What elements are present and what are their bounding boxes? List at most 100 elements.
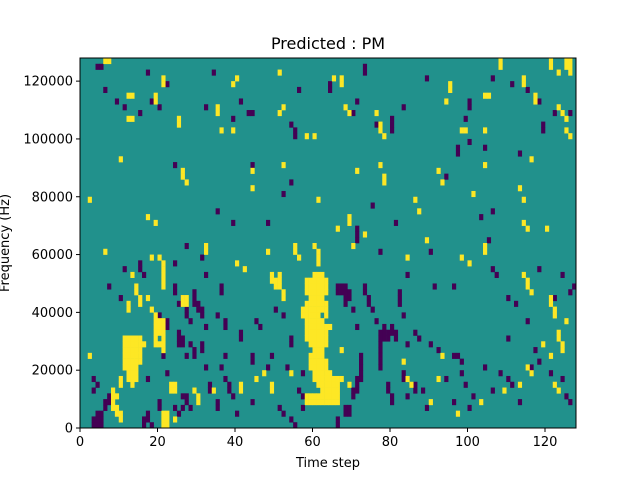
low-value-cell: [165, 318, 170, 325]
high-value-cell: [153, 219, 158, 226]
low-value-cell: [285, 364, 290, 371]
high-value-cell: [111, 387, 116, 394]
high-value-cell: [331, 393, 337, 400]
high-value-cell: [483, 243, 488, 250]
high-value-cell: [153, 341, 158, 348]
high-value-cell: [308, 399, 313, 406]
low-value-cell: [99, 410, 104, 417]
high-value-cell: [324, 312, 329, 319]
high-value-cell: [324, 358, 329, 365]
high-value-cell: [118, 156, 123, 163]
low-value-cell: [266, 219, 271, 226]
high-value-cell: [277, 69, 282, 76]
high-value-cell: [316, 364, 321, 371]
high-value-cell: [122, 347, 127, 354]
high-value-cell: [262, 370, 267, 377]
low-value-cell: [463, 381, 468, 388]
high-value-cell: [192, 387, 197, 394]
low-value-cell: [273, 306, 278, 313]
high-value-cell: [308, 358, 313, 365]
high-value-cell: [161, 341, 166, 348]
high-value-cell: [552, 381, 557, 388]
low-value-cell: [401, 370, 406, 377]
low-value-cell: [328, 86, 333, 93]
low-value-cell: [347, 289, 352, 296]
high-value-cell: [316, 271, 321, 278]
low-value-cell: [142, 422, 147, 429]
high-value-cell: [328, 381, 333, 388]
low-value-cell: [421, 387, 426, 394]
high-value-cell: [316, 370, 321, 377]
low-value-cell: [343, 300, 348, 307]
high-value-cell: [316, 323, 321, 331]
high-value-cell: [560, 347, 565, 354]
low-value-cell: [343, 410, 348, 417]
high-value-cell: [328, 370, 333, 377]
high-value-cell: [161, 318, 166, 325]
high-value-cell: [324, 300, 329, 307]
high-value-cell: [134, 283, 139, 290]
low-value-cell: [343, 295, 348, 302]
high-value-cell: [548, 295, 554, 302]
low-value-cell: [517, 399, 523, 406]
low-value-cell: [300, 404, 306, 411]
high-value-cell: [312, 375, 317, 383]
high-value-cell: [130, 341, 135, 348]
y-tick-label: 40000: [32, 306, 73, 321]
high-value-cell: [250, 167, 255, 174]
low-value-cell: [390, 393, 395, 400]
y-tick-label: 20000: [32, 364, 73, 379]
high-value-cell: [300, 312, 306, 319]
high-value-cell: [161, 81, 166, 88]
high-value-cell: [126, 92, 131, 99]
high-value-cell: [289, 370, 294, 377]
low-value-cell: [560, 271, 565, 278]
low-value-cell: [118, 295, 123, 302]
low-value-cell: [173, 162, 178, 169]
high-value-cell: [304, 283, 309, 290]
high-value-cell: [304, 300, 309, 307]
high-value-cell: [184, 295, 189, 302]
low-value-cell: [374, 318, 379, 325]
high-value-cell: [161, 410, 166, 417]
high-value-cell: [308, 352, 313, 359]
low-value-cell: [401, 104, 406, 111]
high-value-cell: [308, 341, 313, 348]
high-value-cell: [316, 318, 321, 325]
high-value-cell: [153, 92, 158, 99]
low-value-cell: [537, 266, 542, 273]
low-value-cell: [176, 335, 182, 342]
high-value-cell: [161, 283, 166, 290]
high-value-cell: [134, 375, 139, 383]
low-value-cell: [138, 266, 143, 273]
low-value-cell: [91, 387, 96, 394]
high-value-cell: [556, 104, 561, 111]
high-value-cell: [533, 92, 538, 99]
low-value-cell: [467, 104, 472, 111]
high-value-cell: [320, 300, 325, 307]
low-value-cell: [103, 399, 108, 406]
high-value-cell: [324, 329, 329, 336]
low-value-cell: [204, 271, 209, 278]
high-value-cell: [320, 289, 325, 296]
high-value-cell: [184, 179, 189, 186]
high-value-cell: [521, 196, 526, 203]
low-value-cell: [428, 341, 433, 348]
high-value-cell: [328, 375, 333, 383]
high-value-cell: [483, 162, 488, 169]
high-value-cell: [459, 254, 464, 261]
high-value-cell: [331, 75, 337, 82]
x-tick-label: 100: [455, 435, 480, 450]
low-value-cell: [537, 358, 542, 365]
low-value-cell: [173, 404, 178, 411]
high-value-cell: [269, 271, 275, 278]
low-value-cell: [424, 404, 430, 411]
high-value-cell: [153, 335, 158, 342]
low-value-cell: [347, 295, 352, 302]
high-value-cell: [153, 318, 158, 325]
high-value-cell: [157, 318, 162, 325]
high-value-cell: [316, 248, 321, 255]
high-value-cell: [122, 364, 127, 371]
high-value-cell: [126, 300, 131, 307]
low-value-cell: [211, 69, 216, 76]
